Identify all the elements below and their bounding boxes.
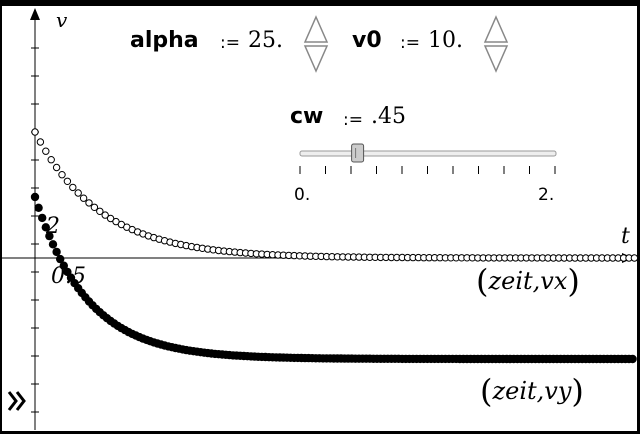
series-vx — [31, 128, 639, 262]
v0-stepper[interactable] — [483, 14, 509, 74]
y-axis-ticks — [31, 47, 39, 413]
cw-value[interactable]: .45 — [371, 104, 406, 129]
data-point-vx — [630, 254, 639, 262]
v0-decrement-icon[interactable] — [483, 45, 509, 73]
v0-value[interactable]: 10. — [428, 28, 463, 53]
data-point-vx — [96, 207, 104, 216]
data-point-vy — [48, 240, 58, 249]
cw-label: cw — [290, 104, 324, 129]
data-point-vy — [52, 247, 61, 257]
graph-expression: zeit,vx — [488, 267, 568, 295]
data-point-vy — [38, 213, 47, 223]
data-point-vx — [69, 183, 77, 192]
paren-close: ) — [571, 372, 584, 410]
data-point-vx — [85, 199, 93, 207]
data-point-vx — [90, 203, 99, 212]
paren-open: ( — [476, 262, 489, 300]
data-point-vy — [41, 223, 50, 232]
assign-operator: := — [343, 110, 363, 130]
point-label: 0.5 — [51, 264, 86, 289]
graph-label-vy[interactable]: (zeit,vy) — [480, 372, 584, 410]
data-point-vy — [628, 354, 637, 364]
x-axis-label: t — [621, 224, 630, 249]
paren-open: ( — [480, 372, 493, 410]
data-point-vy — [30, 192, 40, 202]
data-point-vy — [59, 261, 68, 270]
graph-label-vx[interactable]: (zeit,vx) — [476, 262, 580, 300]
alpha-label: alpha — [130, 28, 199, 53]
data-point-vx — [42, 147, 50, 155]
cw-slider[interactable] — [299, 143, 557, 174]
alpha-increment-icon[interactable] — [303, 15, 329, 43]
paren-close: ) — [567, 262, 580, 300]
double-chevron-right-icon[interactable] — [7, 391, 26, 411]
data-point-vy — [45, 231, 54, 241]
cw-slider-max: 2. — [538, 185, 555, 205]
graph-expression: zeit,vy — [492, 377, 572, 405]
y-axis-label: v — [56, 8, 68, 32]
data-point-vx — [106, 214, 115, 223]
alpha-stepper[interactable] — [303, 14, 329, 74]
v0-label: v0 — [352, 28, 382, 53]
cw-slider-ticks — [299, 166, 556, 174]
data-point-vx — [74, 189, 82, 197]
cw-slider-thumb[interactable] — [351, 143, 365, 163]
alpha-value[interactable]: 25. — [248, 28, 283, 53]
data-point-vx — [52, 163, 61, 172]
data-point-vy — [56, 254, 65, 264]
data-point-vx — [101, 211, 109, 219]
data-point-vx — [36, 138, 45, 146]
cw-slider-min: 0. — [294, 185, 311, 205]
y-axis — [30, 8, 40, 430]
point-label: 2 — [46, 214, 60, 239]
data-point-vx — [63, 177, 72, 186]
assign-operator: := — [220, 33, 240, 53]
data-point-vx — [58, 171, 66, 179]
data-point-vx — [79, 194, 88, 202]
data-point-vx — [47, 156, 55, 164]
data-point-vx — [31, 128, 39, 136]
data-point-vy — [34, 203, 43, 212]
series-vy — [30, 192, 637, 364]
assign-operator: := — [400, 33, 420, 53]
alpha-decrement-icon[interactable] — [303, 45, 329, 73]
v0-increment-icon[interactable] — [483, 15, 509, 43]
